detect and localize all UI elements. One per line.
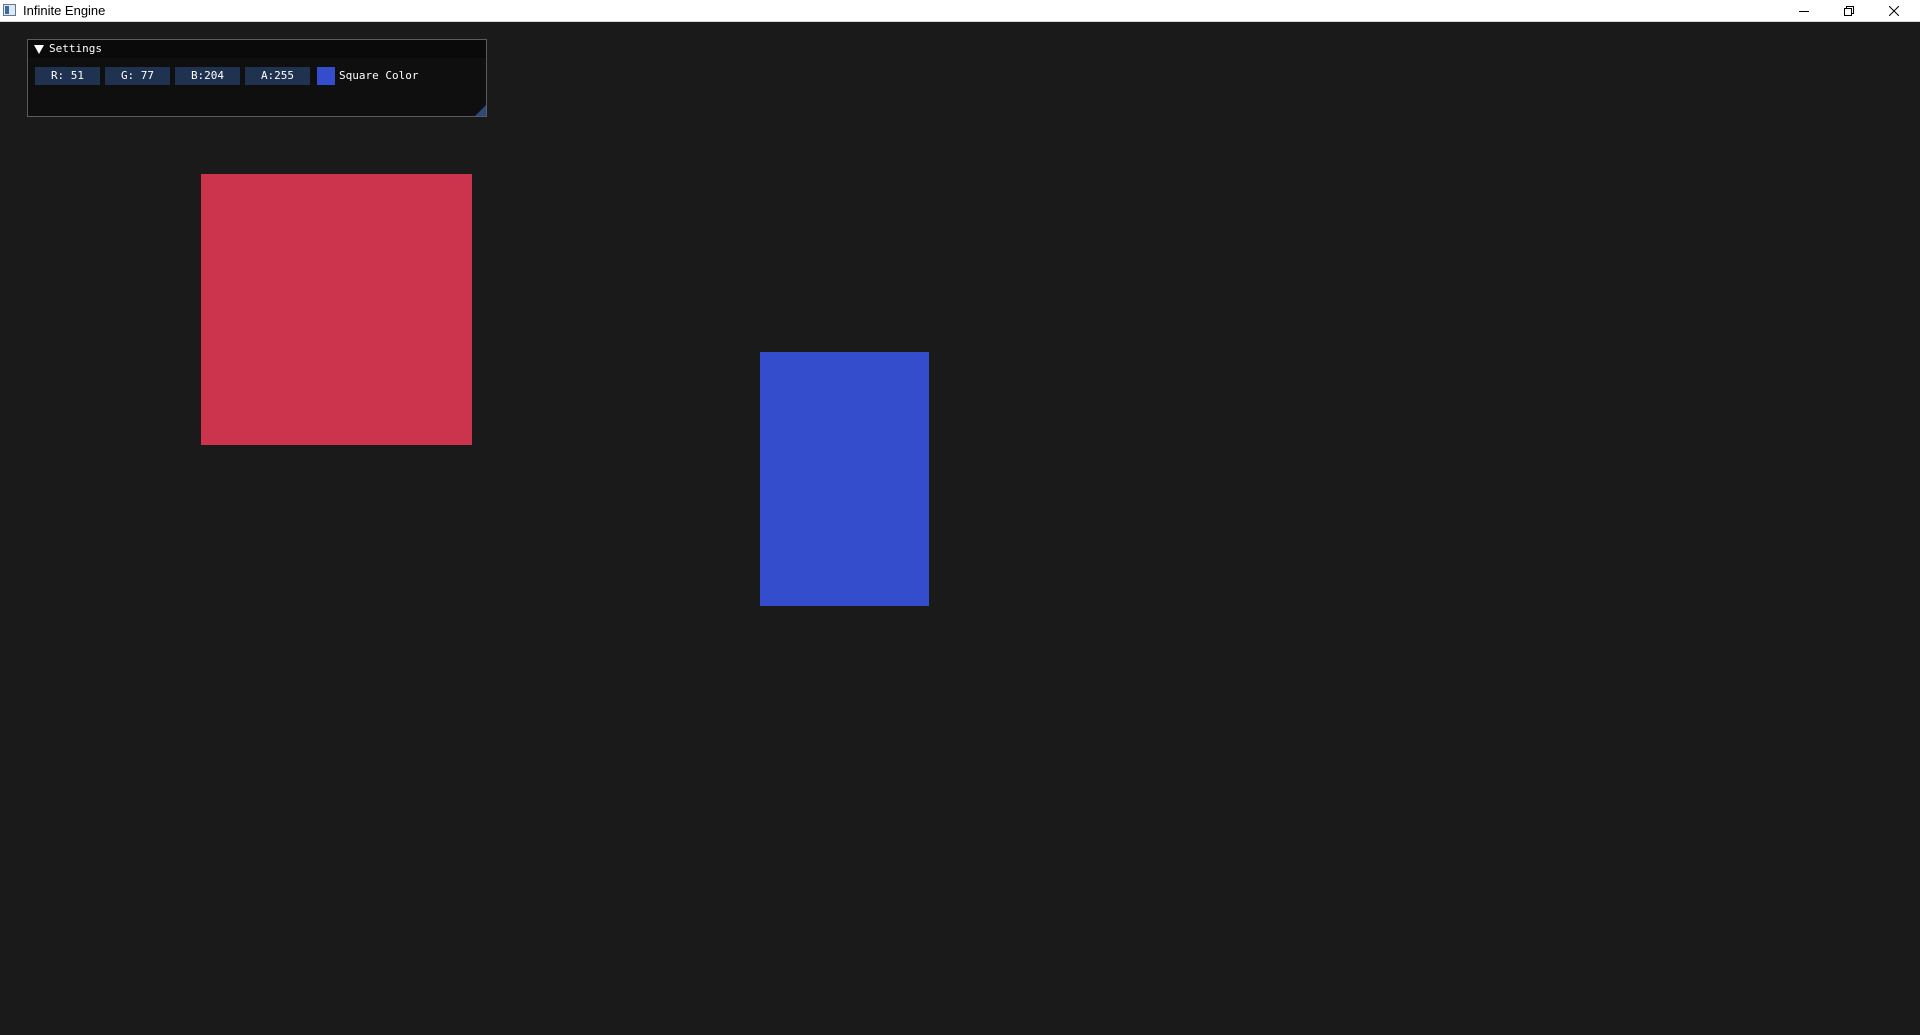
collapse-arrow-icon[interactable]	[34, 45, 44, 54]
red-square	[201, 174, 472, 445]
restore-icon	[1843, 5, 1854, 16]
red-channel-field[interactable]: R: 51	[35, 67, 100, 85]
minimize-button[interactable]	[1781, 0, 1826, 21]
alpha-channel-field[interactable]: A:255	[245, 67, 310, 85]
close-icon	[1888, 5, 1899, 16]
resize-grip[interactable]	[475, 105, 486, 116]
restore-button[interactable]	[1826, 0, 1871, 21]
settings-window[interactable]: Settings R: 51 G: 77 B:204 A:255 Square …	[27, 39, 487, 117]
blue-rectangle	[760, 352, 929, 606]
app-icon	[3, 4, 16, 16]
settings-title: Settings	[49, 42, 102, 55]
square-color-label: Square Color	[339, 69, 419, 82]
minimize-icon	[1798, 10, 1809, 12]
green-channel-field[interactable]: G: 77	[105, 67, 170, 85]
title-bar[interactable]: Infinite Engine	[0, 0, 1920, 22]
window-title: Infinite Engine	[23, 3, 106, 18]
blue-channel-field[interactable]: B:204	[175, 67, 240, 85]
close-button[interactable]	[1871, 0, 1916, 21]
settings-header[interactable]: Settings	[28, 40, 486, 58]
color-swatch[interactable]	[317, 67, 335, 85]
